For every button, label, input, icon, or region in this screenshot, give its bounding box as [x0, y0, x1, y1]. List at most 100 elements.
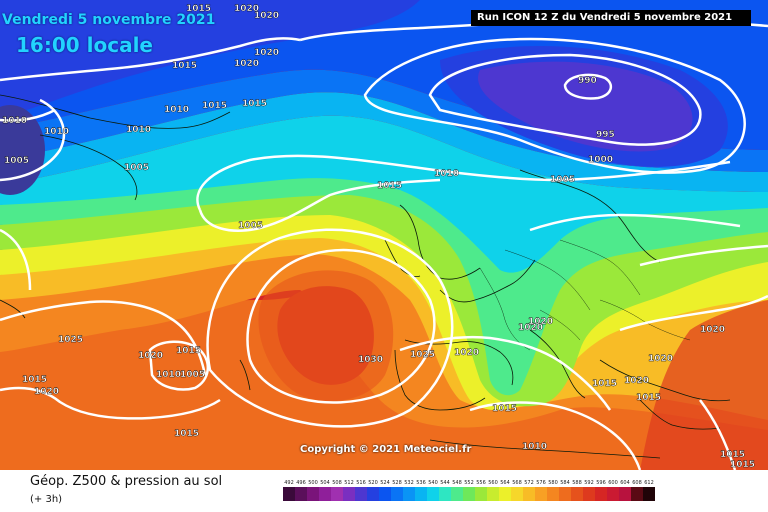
legend-label: 552 [464, 480, 474, 486]
legend-entry: 580 [547, 479, 559, 501]
legend-entry: 512 [343, 479, 355, 501]
isobar-label: 1005 [4, 156, 29, 166]
isobar-label: 1015 [22, 375, 47, 385]
legend-swatch [427, 487, 439, 501]
legend-swatch [355, 487, 367, 501]
isobar-label: 1015 [377, 181, 402, 191]
legend-label: 492 [284, 480, 294, 486]
legend-entry: 576 [535, 479, 547, 501]
isobar-label: 1015 [172, 61, 197, 71]
isobar-label: 1020 [34, 387, 59, 397]
isobar-labels: 1015 1020 1020 1020 1015 1020 1010 1015 … [2, 4, 755, 470]
legend-entry: 492 [283, 479, 295, 501]
isobar [563, 73, 613, 100]
isobar-label: 1025 [410, 350, 435, 360]
isobar-label: 1020 [700, 325, 725, 335]
z500-band [0, 0, 420, 118]
legend-label: 556 [476, 480, 486, 486]
run-info: Run ICON 12 Z du Vendredi 5 novembre 202… [471, 10, 751, 26]
z500-band [0, 138, 768, 396]
legend-swatch [331, 487, 343, 501]
legend-swatch [547, 487, 559, 501]
legend-entry: 564 [499, 479, 511, 501]
legend-label: 520 [368, 480, 378, 486]
isobar-label: 1030 [358, 355, 383, 365]
legend-entry: 544 [439, 479, 451, 501]
legend-entry: 524 [379, 479, 391, 501]
isobar-label: 1015 [592, 379, 617, 389]
legend-entry: 592 [583, 479, 595, 501]
legend-label: 532 [404, 480, 414, 486]
legend-label: 580 [548, 480, 558, 486]
legend-swatch [463, 487, 475, 501]
legend-label: 504 [320, 480, 330, 486]
legend-swatch [511, 487, 523, 501]
isobar [148, 340, 209, 391]
legend-label: 584 [560, 480, 570, 486]
legend-label: 500 [308, 480, 318, 486]
isobar [428, 53, 702, 146]
isobar [0, 386, 221, 420]
z500-band [640, 300, 768, 470]
legend-entry: 612 [643, 479, 655, 501]
isobar [619, 294, 768, 332]
isobar-label: 1010 [156, 370, 181, 380]
coastline [394, 349, 486, 411]
legend-label: 592 [584, 480, 594, 486]
z500-band [0, 92, 768, 192]
legend-entry: 568 [511, 479, 523, 501]
legend-entry: 516 [355, 479, 367, 501]
legend-label: 564 [500, 480, 510, 486]
legend-label: 528 [392, 480, 402, 486]
legend-swatch [583, 487, 595, 501]
isobar-label: 1015 [186, 4, 211, 14]
isobar-label: 1015 [492, 404, 517, 414]
legend-swatch [523, 487, 535, 501]
isobar-label: 1020 [624, 376, 649, 386]
isobar-label: 1015 [720, 450, 745, 460]
isobar-label: 1020 [454, 348, 479, 358]
legend-entry: 532 [403, 479, 415, 501]
isobar [363, 37, 746, 174]
legend-swatch [571, 487, 583, 501]
isobar [639, 244, 768, 267]
legend-entry: 520 [367, 479, 379, 501]
border [539, 309, 581, 341]
isobar-label: 1005 [124, 163, 149, 173]
isobar-label: 1025 [58, 335, 83, 345]
isobar-label: 1010 [2, 116, 27, 126]
z500-band [478, 61, 693, 152]
legend-swatch [559, 487, 571, 501]
isobar-label: 1015 [636, 393, 661, 403]
legend-label: 604 [620, 480, 630, 486]
legend-entry: 540 [427, 479, 439, 501]
legend-entry: 560 [487, 479, 499, 501]
isobar-label: 1020 [234, 59, 259, 69]
isobar-label: 1020 [648, 354, 673, 364]
legend-entry: 588 [571, 479, 583, 501]
legend-label: 608 [632, 480, 642, 486]
legend-label: 544 [440, 480, 450, 486]
isobar-label: 1005 [550, 175, 575, 185]
coastline [529, 329, 586, 399]
legend-entry: 500 [307, 479, 319, 501]
legend-entry: 584 [559, 479, 571, 501]
color-legend: 492 496 500 504 508 512 516 520 524 528 532 536 540 5… [283, 479, 655, 501]
isobar-label: 1015 [730, 460, 755, 470]
isobar [198, 178, 441, 232]
forecast-date: Vendredi 5 novembre 2021 [2, 12, 216, 28]
isobar-label: 1010 [44, 127, 69, 137]
isobar-label: 1015 [176, 346, 201, 356]
isobar [0, 108, 56, 122]
legend-label: 508 [332, 480, 342, 486]
legend-entry: 528 [391, 479, 403, 501]
legend-entry: 548 [451, 479, 463, 501]
coastline [639, 399, 721, 430]
legend-swatch [631, 487, 643, 501]
legend-label: 600 [608, 480, 618, 486]
legend-swatch [319, 487, 331, 501]
border [559, 239, 641, 296]
legend-swatch [451, 487, 463, 501]
z500-band [0, 160, 768, 407]
isobar-label: 1020 [234, 4, 259, 14]
